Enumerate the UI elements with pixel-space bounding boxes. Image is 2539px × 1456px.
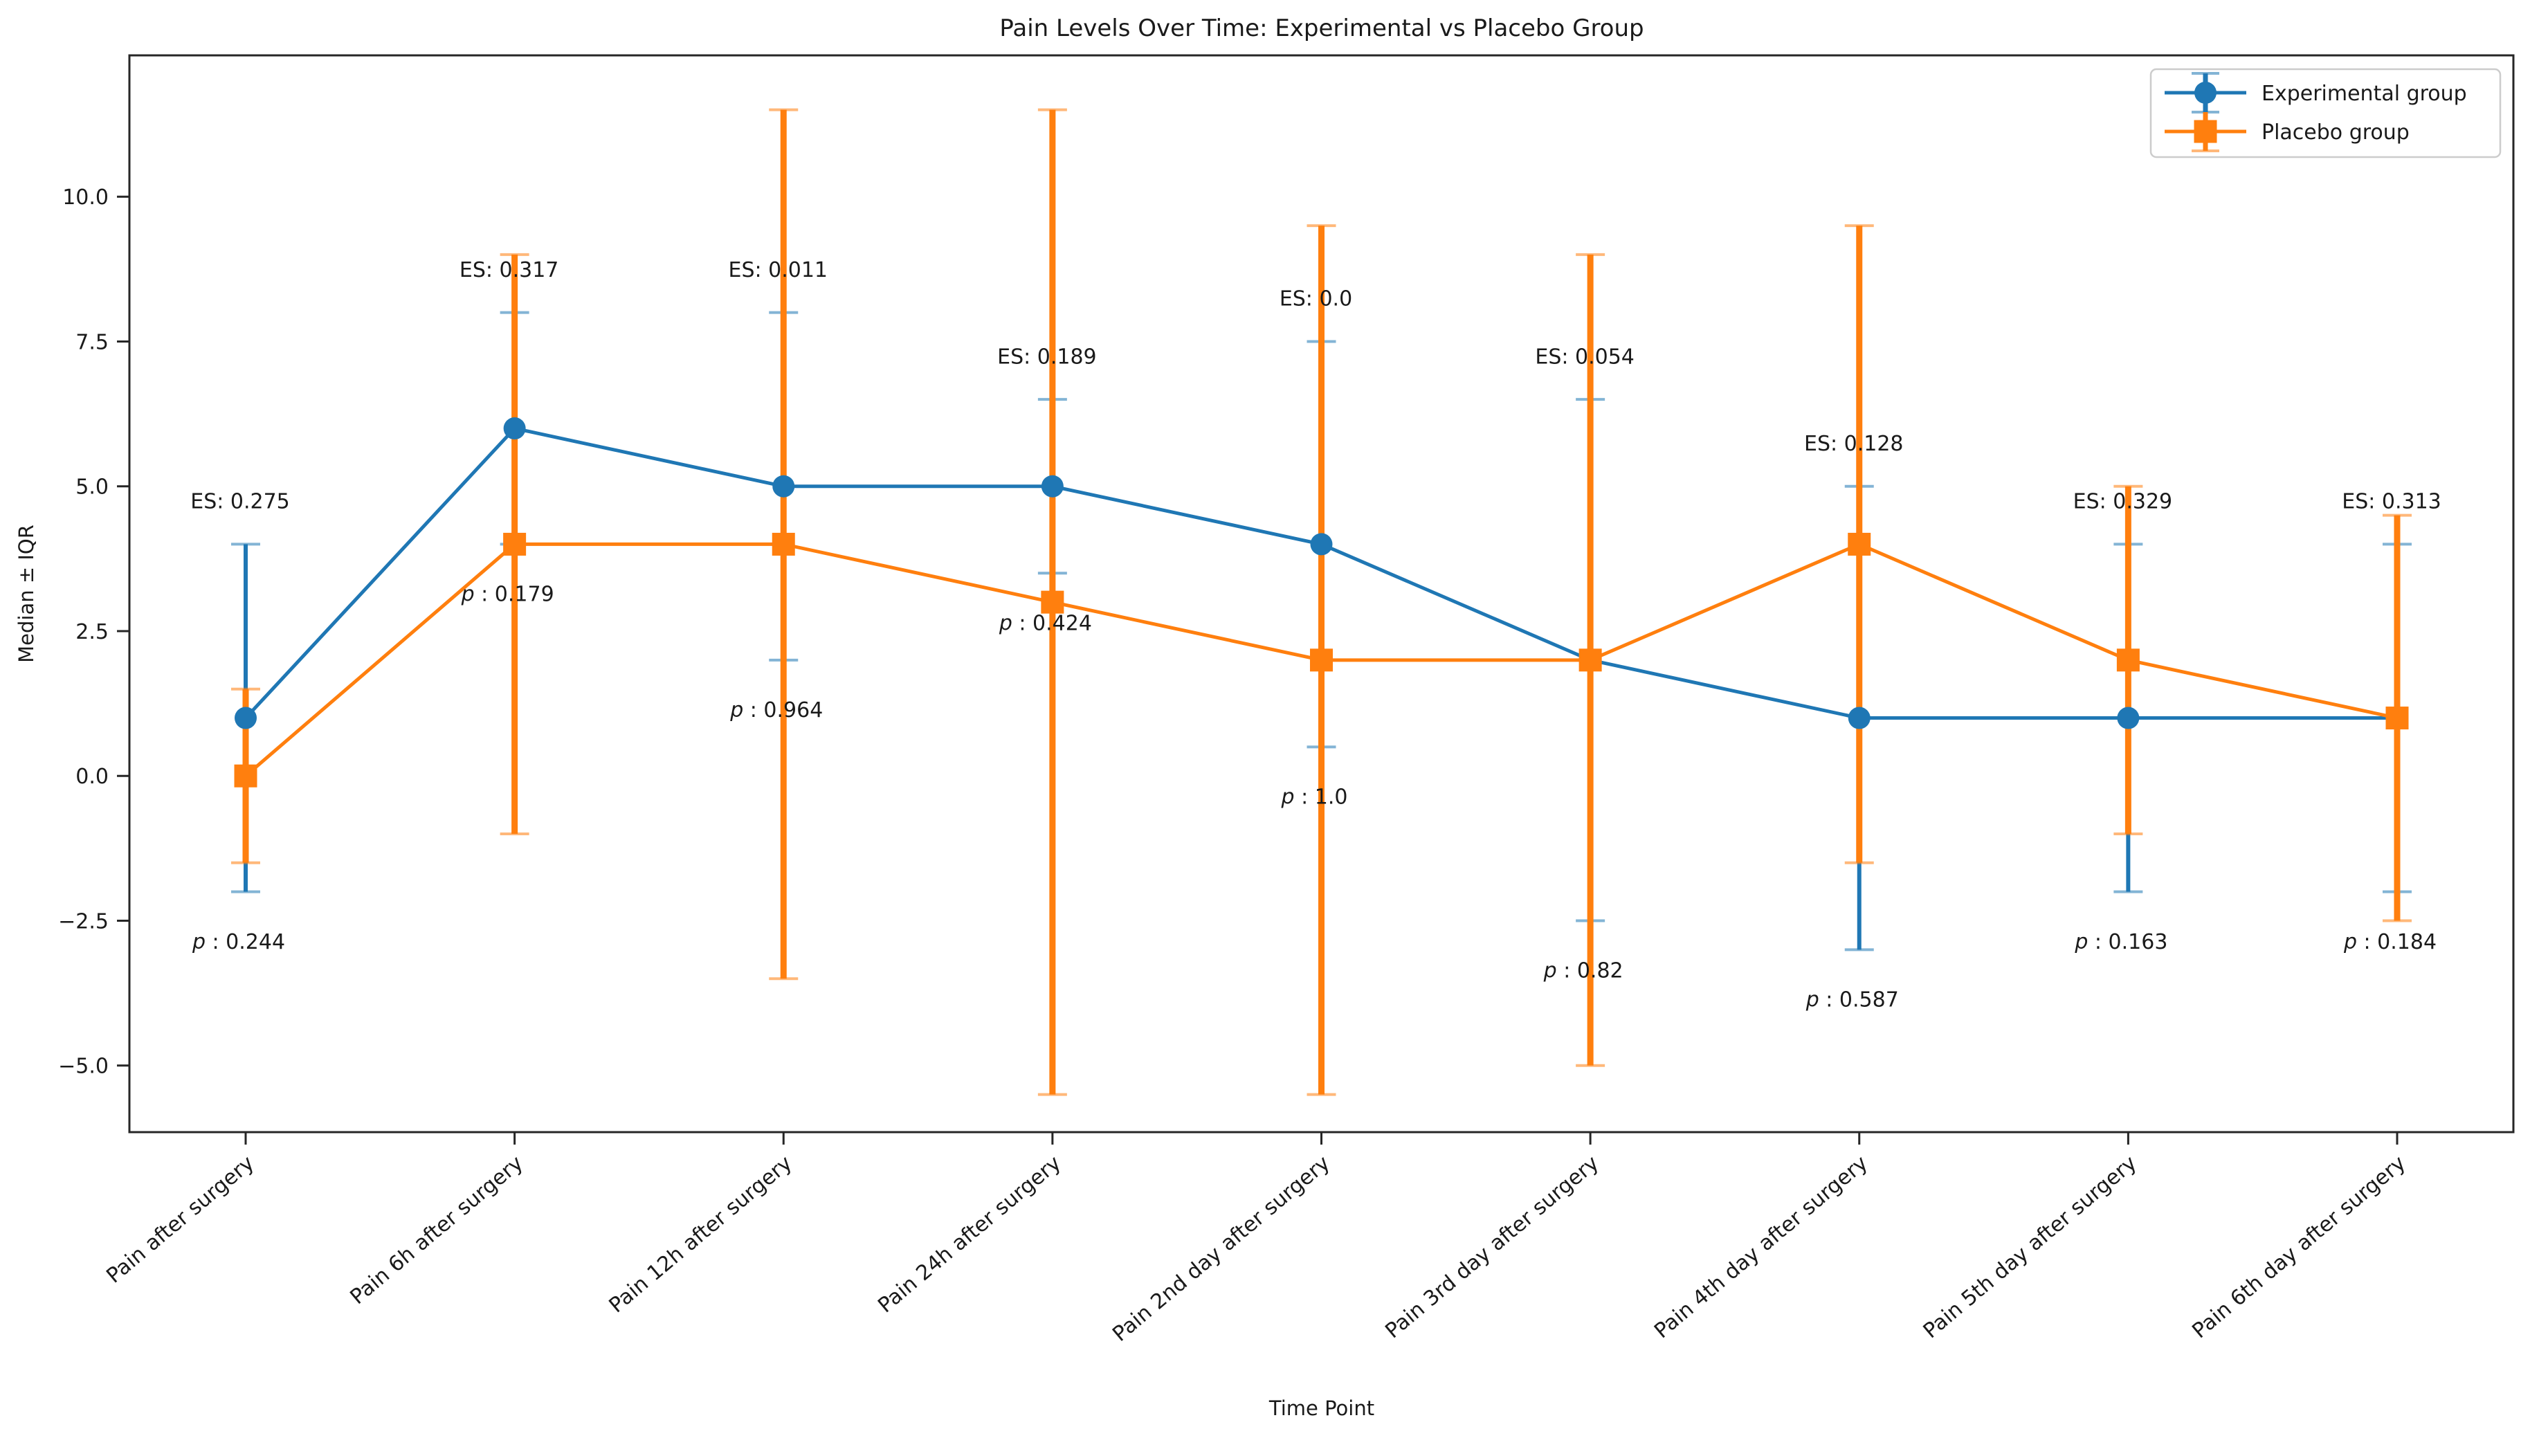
chart-title: Pain Levels Over Time: Experimental vs P…	[999, 15, 1644, 42]
placebo-marker	[1310, 648, 1333, 672]
p-annotation: p : 0.163	[2074, 930, 2167, 954]
p-annotation: p : 0.179	[461, 583, 554, 607]
x-tick-label: Pain 3rd day after surgery	[1381, 1151, 1603, 1343]
placebo-marker	[2116, 648, 2140, 672]
x-tick-label: Pain 6h after surgery	[346, 1151, 528, 1309]
experimental-marker	[1041, 475, 1064, 498]
experimental-marker	[2117, 707, 2140, 729]
placebo-marker	[234, 764, 257, 788]
x-tick-label: Pain 5th day after surgery	[1919, 1151, 2142, 1343]
p-annotation: p : 0.184	[2343, 930, 2437, 954]
es-annotation: ES: 0.313	[2342, 490, 2441, 514]
p-annotation: p : 0.244	[192, 930, 285, 954]
x-tick-label: Pain 2nd day after surgery	[1108, 1151, 1334, 1347]
y-tick-label: 7.5	[75, 330, 109, 354]
placebo-marker	[503, 532, 527, 556]
legend-item-placebo: Placebo group	[2165, 112, 2410, 152]
es-annotation: ES: 0.128	[1804, 432, 1904, 456]
legend-label-experimental: Experimental group	[2262, 82, 2467, 106]
y-tick-label: 0.0	[75, 765, 109, 789]
es-annotation: ES: 0.189	[997, 345, 1097, 369]
x-tick-label: Pain 12h after surgery	[605, 1151, 797, 1318]
es-annotation: ES: 0.0	[1280, 287, 1352, 311]
legend-circle-marker-icon	[2194, 82, 2217, 104]
legend-square-marker-icon	[2194, 120, 2217, 143]
es-annotation: ES: 0.054	[1535, 345, 1635, 369]
y-tick-label: 5.0	[75, 475, 109, 500]
p-annotation: p : 0.424	[999, 611, 1092, 635]
legend-item-experimental: Experimental group	[2165, 72, 2467, 113]
x-tick-label: Pain 6th day after surgery	[2187, 1151, 2410, 1343]
placebo-marker	[1041, 590, 1064, 614]
p-annotation: p : 0.964	[729, 698, 823, 722]
x-tick-label: Pain 24h after surgery	[873, 1151, 1066, 1318]
legend: Experimental group Placebo group	[2149, 68, 2502, 158]
x-tick-label: Pain 4th day after surgery	[1650, 1151, 1873, 1343]
placebo-marker	[2385, 707, 2409, 730]
p-annotation: p : 0.82	[1543, 959, 1623, 983]
es-annotation: ES: 0.329	[2073, 490, 2173, 514]
y-tick-label: −5.0	[58, 1055, 109, 1079]
experimental-marker	[235, 707, 257, 729]
experimental-marker	[503, 417, 526, 440]
placebo-marker	[772, 532, 795, 556]
placebo-marker	[1578, 648, 1602, 672]
x-tick-label: Pain after surgery	[102, 1151, 259, 1288]
experimental-marker	[1310, 533, 1333, 556]
y-tick-label: −2.5	[58, 909, 109, 934]
es-annotation: ES: 0.317	[459, 258, 559, 282]
y-tick-label: 2.5	[75, 620, 109, 644]
p-annotation: p : 0.587	[1805, 988, 1899, 1012]
y-axis-title: Median ± IQR	[15, 525, 38, 663]
y-tick-label: 10.0	[62, 185, 109, 210]
x-axis-title: Time Point	[1268, 1396, 1374, 1420]
es-annotation: ES: 0.011	[728, 258, 828, 282]
legend-label-placebo: Placebo group	[2262, 120, 2410, 145]
experimental-marker	[1848, 707, 1871, 729]
p-annotation: p : 1.0	[1281, 785, 1348, 810]
placebo-marker	[1848, 532, 1871, 556]
es-annotation: ES: 0.275	[190, 490, 290, 514]
experimental-marker	[772, 475, 795, 498]
